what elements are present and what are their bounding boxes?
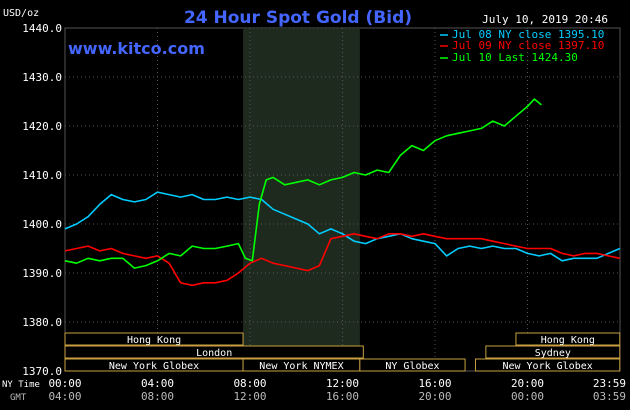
x-tick-label-gmt: 08:00 [141, 390, 174, 403]
x-tick-label-gmt: 03:59 [593, 390, 626, 403]
x-tick-label-gmt: 16:00 [326, 390, 359, 403]
x-tick-label-gmt: 00:00 [511, 390, 544, 403]
series-line-0 [64, 191, 621, 262]
x-tick-label-ny: 16:00 [418, 377, 451, 390]
y-tick-label: 1420.0 [22, 120, 62, 133]
y-axis-label: USD/oz [3, 8, 39, 19]
legend-entry-0: Jul 08 NY close 1395.10 [452, 28, 604, 41]
session-bar [485, 345, 621, 359]
session-label: Hong Kong [127, 335, 181, 346]
watermark: www.kitco.com [68, 39, 205, 58]
session-bar [64, 345, 364, 359]
legend-entry-1: Jul 09 NY close 1397.10 [452, 39, 604, 52]
y-tick-label: 1430.0 [22, 71, 62, 84]
chart-title: 24 Hour Spot Gold (Bid) [184, 8, 412, 28]
session-label: NY Globex [385, 361, 439, 372]
x-row-label-ny: NY Time [2, 380, 40, 390]
y-tick-label: 1400.0 [22, 218, 62, 231]
session-label: Sydney [535, 348, 571, 359]
x-tick-label-ny: 20:00 [511, 377, 544, 390]
x-tick-label-ny: 12:00 [326, 377, 359, 390]
x-tick-label-ny: 00:00 [48, 377, 81, 390]
y-tick-label: 1380.0 [22, 316, 62, 329]
x-row-label-gmt: GMT [10, 393, 27, 403]
x-tick-label-ny: 04:00 [141, 377, 174, 390]
series-line-2 [64, 98, 542, 269]
y-tick-label: 1370.0 [22, 365, 62, 378]
session-label: Hong Kong [541, 335, 595, 346]
legend: Jul 08 NY close 1395.10 Jul 09 NY close … [440, 28, 604, 64]
y-tick-label: 1410.0 [22, 169, 62, 182]
session-bar [474, 358, 621, 372]
session-label: New York Globex [109, 361, 199, 372]
timestamp: July 10, 2019 20:46 [482, 13, 608, 26]
x-tick-label-gmt: 12:00 [233, 390, 266, 403]
session-label: New York Globex [502, 361, 592, 372]
series-line-1 [64, 233, 620, 287]
session-label: New York NYMEX [259, 361, 343, 372]
x-tick-label-ny: 08:00 [233, 377, 266, 390]
y-tick-label: 1440.0 [22, 22, 62, 35]
x-tick-label-gmt: 20:00 [418, 390, 451, 403]
session-bar [515, 332, 621, 346]
x-tick-label-ny: 23:59 [593, 377, 626, 390]
session-bar [64, 332, 244, 346]
session-bar [359, 358, 466, 372]
y-tick-label: 1390.0 [22, 267, 62, 280]
session-label: London [196, 348, 232, 359]
x-tick-label-gmt: 04:00 [48, 390, 81, 403]
legend-entry-2: Jul 10 Last 1424.30 [452, 51, 578, 64]
